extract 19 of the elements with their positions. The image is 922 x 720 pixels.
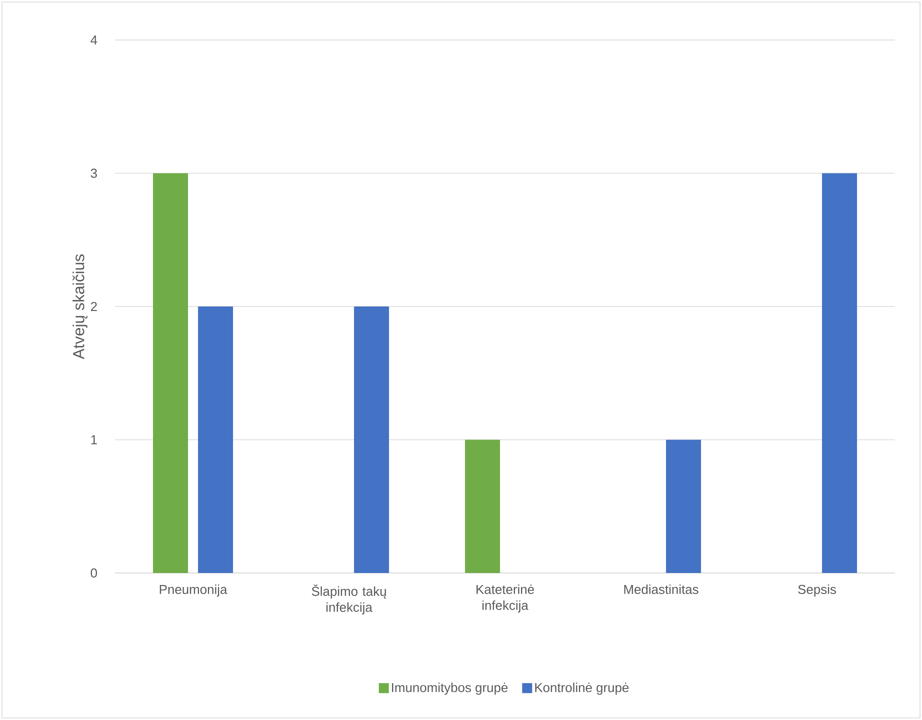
bar bbox=[153, 173, 188, 573]
bar bbox=[465, 440, 500, 573]
y-tick-label: 3 bbox=[90, 168, 97, 178]
legend-label: Imunomitybos grupė bbox=[392, 682, 508, 695]
bar bbox=[354, 306, 390, 573]
bar bbox=[822, 173, 858, 573]
bar bbox=[198, 306, 234, 573]
legend-label: Kontrolinė grupė bbox=[535, 682, 629, 695]
x-tick-label: Sepsis bbox=[798, 584, 836, 597]
y-tick-label: 0 bbox=[90, 568, 97, 578]
x-tick-label: Kateterinė infekcija bbox=[476, 584, 534, 613]
y-axis-title: Atvejų skaičius bbox=[72, 254, 88, 360]
x-tick-label: Šlapimo takų infekcija bbox=[312, 584, 386, 614]
bar bbox=[666, 440, 702, 573]
x-tick-label: Pneumonija bbox=[160, 584, 228, 597]
x-tick-label: Mediastinitas bbox=[624, 584, 698, 594]
y-tick-label: 1 bbox=[91, 435, 97, 444]
y-tick-label: 2 bbox=[90, 302, 97, 312]
y-tick-label: 4 bbox=[90, 36, 98, 44]
